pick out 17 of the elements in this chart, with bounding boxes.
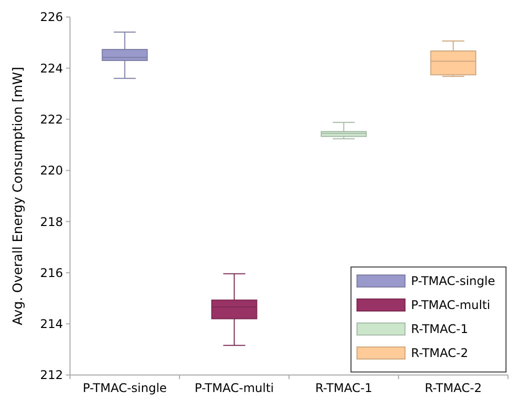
y-tick-label: 212 [40,368,63,382]
y-tick-label: 220 [40,164,63,178]
y-tick-label: 224 [40,61,63,76]
x-tick-label: P-TMAC-single [82,381,167,395]
x-tick-label: R-TMAC-2 [424,381,482,395]
legend-label: R-TMAC-2 [411,346,468,360]
legend-label: P-TMAC-multi [411,298,490,312]
legend-label: R-TMAC-1 [411,322,468,336]
y-tick-label: 218 [40,214,63,229]
y-tick-label: 226 [40,10,63,24]
y-tick-label: 216 [40,266,63,280]
y-tick-label: 222 [40,112,63,126]
legend-label: P-TMAC-single [411,274,496,288]
y-axis-title: Avg. Overall Energy Consumption [mW] [11,66,26,326]
y-tick-label: 214 [40,317,63,332]
x-tick-label: P-TMAC-multi [194,381,274,395]
x-tick-label: R-TMAC-1 [315,381,372,395]
